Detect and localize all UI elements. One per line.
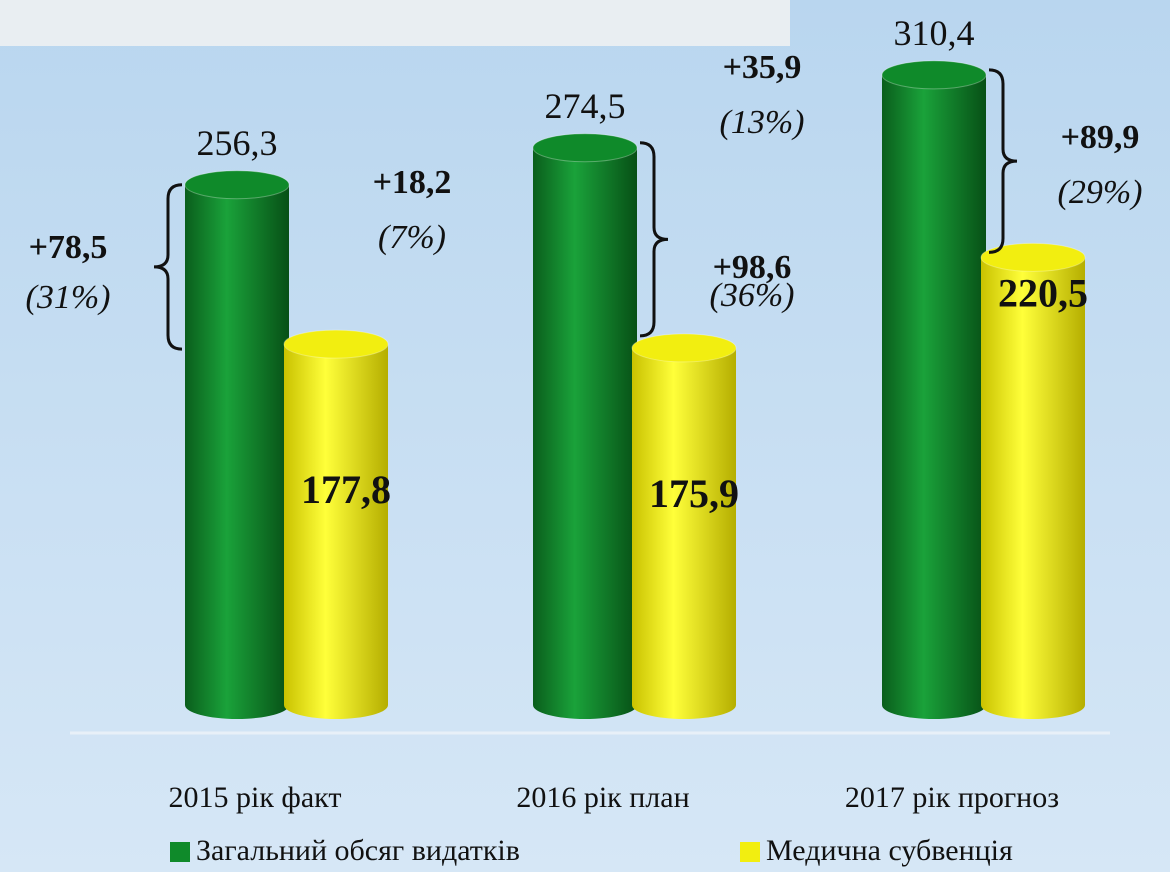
brace bbox=[153, 183, 183, 351]
annotation: +78,5 bbox=[29, 229, 108, 266]
value-label: 256,3 bbox=[197, 123, 278, 163]
bar-bottom bbox=[185, 691, 289, 719]
x-tick-label: 2015 рік факт bbox=[169, 781, 342, 814]
annotation-note: (29%) bbox=[1058, 174, 1143, 211]
photo-strip bbox=[0, 0, 790, 46]
value-label: 177,8 bbox=[301, 467, 391, 512]
bar bbox=[631, 333, 737, 719]
bar-top bbox=[980, 242, 1086, 272]
value-label: 274,5 bbox=[545, 86, 626, 126]
bar bbox=[881, 60, 987, 719]
bar bbox=[283, 329, 389, 719]
bar bbox=[184, 170, 290, 719]
bar-body bbox=[882, 74, 986, 705]
annotation: +18,2 bbox=[373, 164, 452, 201]
bar bbox=[980, 242, 1086, 719]
legend-swatch bbox=[740, 842, 760, 862]
bar bbox=[532, 133, 638, 719]
value-label: 310,4 bbox=[894, 13, 975, 53]
annotation: +35,9 bbox=[723, 49, 802, 86]
bar-bottom bbox=[632, 691, 736, 719]
annotation-note: (13%) bbox=[720, 104, 805, 141]
bar-body bbox=[284, 344, 388, 705]
bar-bottom bbox=[533, 691, 637, 719]
bar-top bbox=[184, 170, 290, 200]
value-label: 175,9 bbox=[649, 471, 739, 516]
annotation-note: (7%) bbox=[378, 219, 446, 256]
x-tick-label: 2017 рік прогноз bbox=[845, 781, 1059, 814]
brace bbox=[639, 141, 669, 338]
bar-top bbox=[283, 329, 389, 359]
legend-label: Медична субвенція bbox=[766, 834, 1013, 867]
bar-bottom bbox=[284, 691, 388, 719]
bar-body bbox=[632, 347, 736, 705]
legend-swatch bbox=[170, 842, 190, 862]
annotation-note: (31%) bbox=[26, 279, 111, 316]
bar-body bbox=[981, 257, 1085, 705]
bar-top bbox=[881, 60, 987, 90]
bar-body bbox=[533, 147, 637, 705]
x-tick-label: 2016 рік план bbox=[516, 781, 689, 814]
legend-label: Загальний обсяг видатків bbox=[196, 834, 520, 867]
value-label: 220,5 bbox=[998, 271, 1088, 316]
bar-bottom bbox=[882, 691, 986, 719]
bar-body bbox=[185, 184, 289, 705]
bar-top bbox=[532, 133, 638, 163]
annotation: +89,9 bbox=[1061, 119, 1140, 156]
annotation-note: (36%) bbox=[710, 277, 795, 314]
brace bbox=[988, 68, 1018, 254]
bar-top bbox=[631, 333, 737, 363]
annotation: +98,6 bbox=[713, 249, 792, 286]
bar-bottom bbox=[981, 691, 1085, 719]
